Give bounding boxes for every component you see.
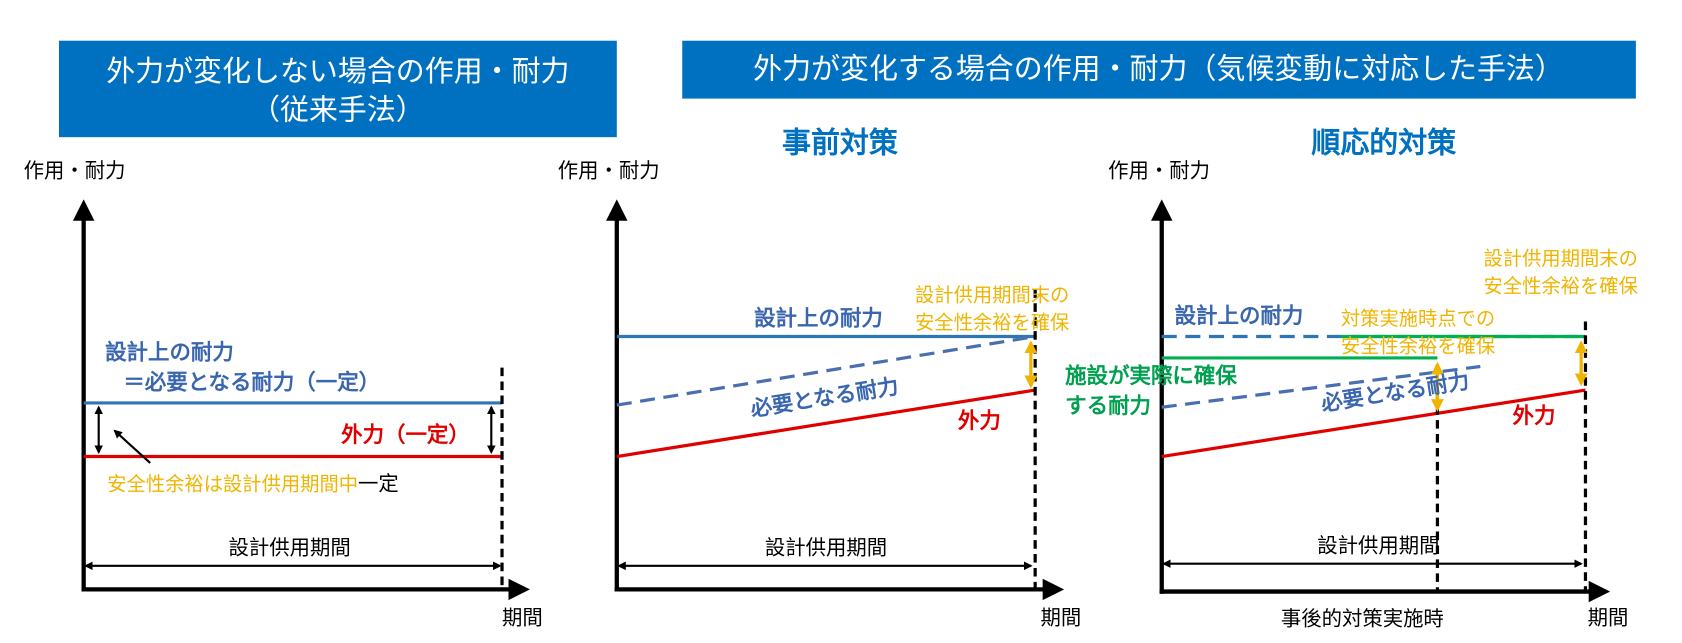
x-axis-label: 期間	[502, 605, 543, 629]
label: 安全性余裕は設計供用期間中	[107, 472, 358, 495]
label: 設計上の耐力	[1175, 303, 1304, 329]
label: 設計上の耐力	[105, 340, 234, 366]
pointer-arrow	[113, 429, 151, 464]
header-title: 外力が変化しない場合の作用・耐力	[106, 54, 569, 88]
action-time-label: 事後的対策実施時	[1281, 606, 1444, 630]
x-axis-label: 期間	[1041, 605, 1082, 629]
panel: 事前対策 作用・耐力 期間 設計上の耐力 設計供用期間末の 安全性余裕を確保 必…	[558, 126, 1081, 630]
label: 対策実施時点での	[1341, 307, 1495, 330]
x-axis-label: 期間	[1588, 605, 1629, 629]
label: 必要となる耐力	[1319, 368, 1471, 417]
panel: 作用・耐力 期間 設計上の耐力 ＝必要となる耐力（一定） 外力（一定） 安全性余…	[24, 158, 543, 629]
label: 安全性余裕は設計供用期間中一定	[107, 471, 399, 495]
label: ＝必要となる耐力（一定）	[123, 370, 380, 396]
label: 安全性余裕を確保	[1484, 275, 1638, 298]
label: 外力	[958, 408, 1001, 434]
header-box	[682, 40, 1636, 99]
label: 外力（一定）	[341, 422, 470, 448]
panel: 順応的対策 作用・耐力 期間 設計上の耐力 対策実施時点での 安全性余裕を確保 …	[1065, 126, 1638, 631]
period-label: 設計供用期間	[765, 536, 887, 560]
label: 設計供用期間末の	[1484, 247, 1638, 270]
header-title: （従来手法）	[251, 92, 425, 126]
period-label: 設計供用期間	[229, 536, 351, 560]
force-line	[616, 388, 1036, 459]
y-axis-label: 作用・耐力	[1108, 158, 1210, 182]
required-line	[1161, 364, 1481, 409]
panel-title: 順応的対策	[1311, 126, 1456, 160]
panel-title: 事前対策	[782, 126, 898, 160]
y-axis-label: 作用・耐力	[558, 158, 660, 182]
force-line	[1161, 388, 1586, 459]
label: 外力	[1513, 403, 1556, 429]
y-axis-label: 作用・耐力	[24, 158, 126, 182]
header-box	[58, 40, 617, 138]
period-label: 設計供用期間	[1317, 534, 1439, 558]
label: 一定	[358, 471, 399, 495]
label: 安全性余裕を確保	[1341, 335, 1495, 358]
label: 設計供用期間末の	[915, 283, 1069, 306]
label: 施設が実際に確保	[1065, 363, 1237, 389]
label: する耐力	[1065, 394, 1151, 419]
header-title: 外力が変化する場合の作用・耐力（気候変動に対応した手法）	[753, 52, 1564, 86]
label: 設計上の耐力	[754, 305, 883, 331]
label: 安全性余裕を確保	[915, 311, 1069, 334]
